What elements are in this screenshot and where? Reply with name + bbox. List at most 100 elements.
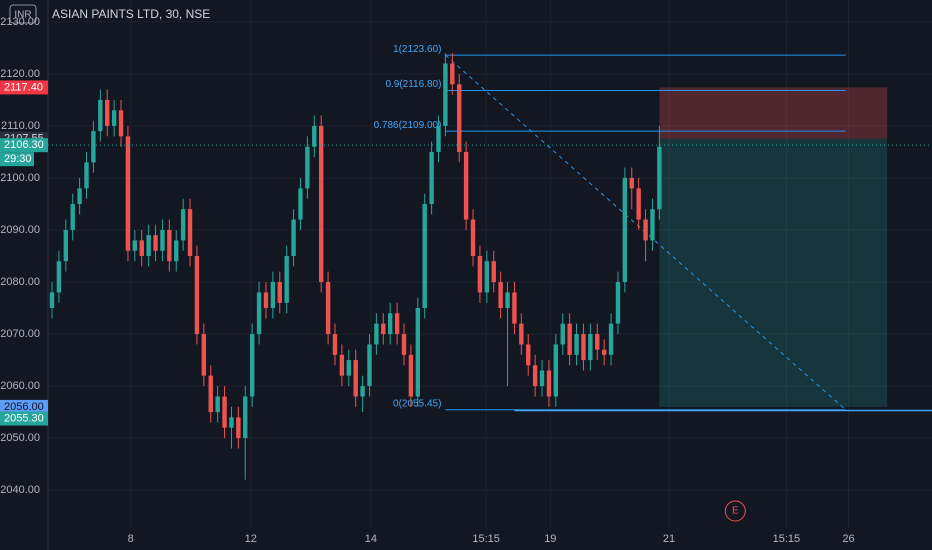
candle-body <box>526 344 531 366</box>
candle-body <box>581 334 586 361</box>
candle-body <box>353 360 358 397</box>
candle-body <box>408 354 414 397</box>
price-badge <box>0 138 48 153</box>
x-tick-label: 12 <box>245 533 257 545</box>
candle-body <box>436 125 441 152</box>
candle-body <box>346 360 351 376</box>
candle-body <box>312 125 317 147</box>
candle-body <box>519 323 524 345</box>
candle-body <box>588 334 593 361</box>
grid <box>48 0 932 528</box>
candle-body <box>505 292 510 309</box>
candle-body <box>98 99 103 132</box>
candle-body <box>180 209 186 241</box>
candle-body <box>208 375 213 413</box>
price-badge <box>0 411 48 426</box>
x-tick-label: 8 <box>128 533 134 545</box>
candle-body <box>263 292 269 309</box>
candle-body <box>450 63 455 85</box>
countdown: 29:30 <box>4 153 32 165</box>
candle-body <box>49 292 55 309</box>
candle-body <box>657 146 662 210</box>
target-zone <box>659 138 888 407</box>
candle-body <box>422 203 427 309</box>
candle-body <box>256 292 262 335</box>
candle-body <box>139 240 144 257</box>
candle-body <box>360 386 365 397</box>
candle-body <box>636 188 641 220</box>
candle-body <box>125 136 131 251</box>
candle-body <box>174 240 179 262</box>
chart-title: ASIAN PAINTS LTD, 30, NSE <box>52 7 210 21</box>
candle-body <box>243 396 248 439</box>
candle-body <box>332 334 338 355</box>
y-tick-label: 2110.00 <box>1 120 40 132</box>
candle-body <box>608 323 614 355</box>
candle-body <box>381 323 386 335</box>
candle-body <box>291 219 296 257</box>
fib-label: 0.9(2116.80) <box>385 79 441 90</box>
candle-body <box>470 219 476 257</box>
candle-body <box>146 235 151 257</box>
currency-box <box>9 4 37 24</box>
candle-body <box>187 209 193 257</box>
candle-body <box>643 219 648 241</box>
y-tick-label: 2060.00 <box>0 380 40 392</box>
candle-body <box>574 334 579 355</box>
price-badge-label: 2056.00 <box>4 401 44 413</box>
candle-body <box>532 365 538 387</box>
candle-body <box>367 344 372 387</box>
y-tick-label: 2090.00 <box>0 224 40 236</box>
candle-body <box>601 349 607 355</box>
candle-body <box>394 313 400 335</box>
y-tick-label: 2070.00 <box>0 328 40 340</box>
x-tick-label: 26 <box>842 533 854 545</box>
candle-body <box>491 261 496 283</box>
candle-body <box>463 151 469 220</box>
axis-labels: 2040.00 2050.00 2060.00 2070.00 2080.00 2090.… <box>0 16 855 545</box>
event-marker <box>724 500 746 522</box>
candle-body <box>374 323 379 345</box>
candle-body <box>305 146 310 189</box>
candle-body <box>298 188 303 220</box>
y-tick-label: 2120.00 <box>0 68 40 80</box>
x-tick-label: 15:15 <box>773 533 801 545</box>
candle-body <box>229 417 234 428</box>
candle-body <box>443 63 448 126</box>
price-badge <box>0 399 48 414</box>
candle-body <box>222 396 227 428</box>
price-badge-label: 2055.30 <box>4 412 44 424</box>
price-badge-label: 2106.30 <box>4 139 44 151</box>
y-tick-label: 2040.00 <box>0 484 40 496</box>
candle-body <box>477 256 483 293</box>
candle-body <box>70 203 75 230</box>
candle-body <box>77 188 82 204</box>
candle-body <box>249 334 255 397</box>
currency: INR <box>14 10 31 21</box>
candle-body <box>401 334 407 355</box>
price-badge-label: 2117.40 <box>4 81 43 93</box>
candle-body <box>429 151 434 204</box>
candle-body <box>457 84 462 152</box>
candle-body <box>560 323 565 345</box>
candle-body <box>270 282 276 309</box>
candle-body <box>595 334 600 350</box>
candle-body <box>325 282 331 335</box>
stop-zone <box>659 87 888 139</box>
fib-label: 1(2123.60) <box>393 44 441 55</box>
candle-body <box>622 177 628 283</box>
candle-body <box>277 282 282 303</box>
candle-body <box>84 162 89 189</box>
candle-body <box>194 256 200 335</box>
candle-body <box>284 256 289 303</box>
candle-body <box>167 229 172 262</box>
fib-label: 0.786(2109.00) <box>374 120 442 131</box>
candle-body <box>160 229 165 251</box>
plot: 1(2123.60) 0.9(2116.80) 0.786(2109.00) 0(20… <box>48 44 932 522</box>
candle-body <box>153 235 158 251</box>
candle-body <box>484 261 490 293</box>
candle-body <box>629 177 634 189</box>
price-badge <box>0 80 48 95</box>
